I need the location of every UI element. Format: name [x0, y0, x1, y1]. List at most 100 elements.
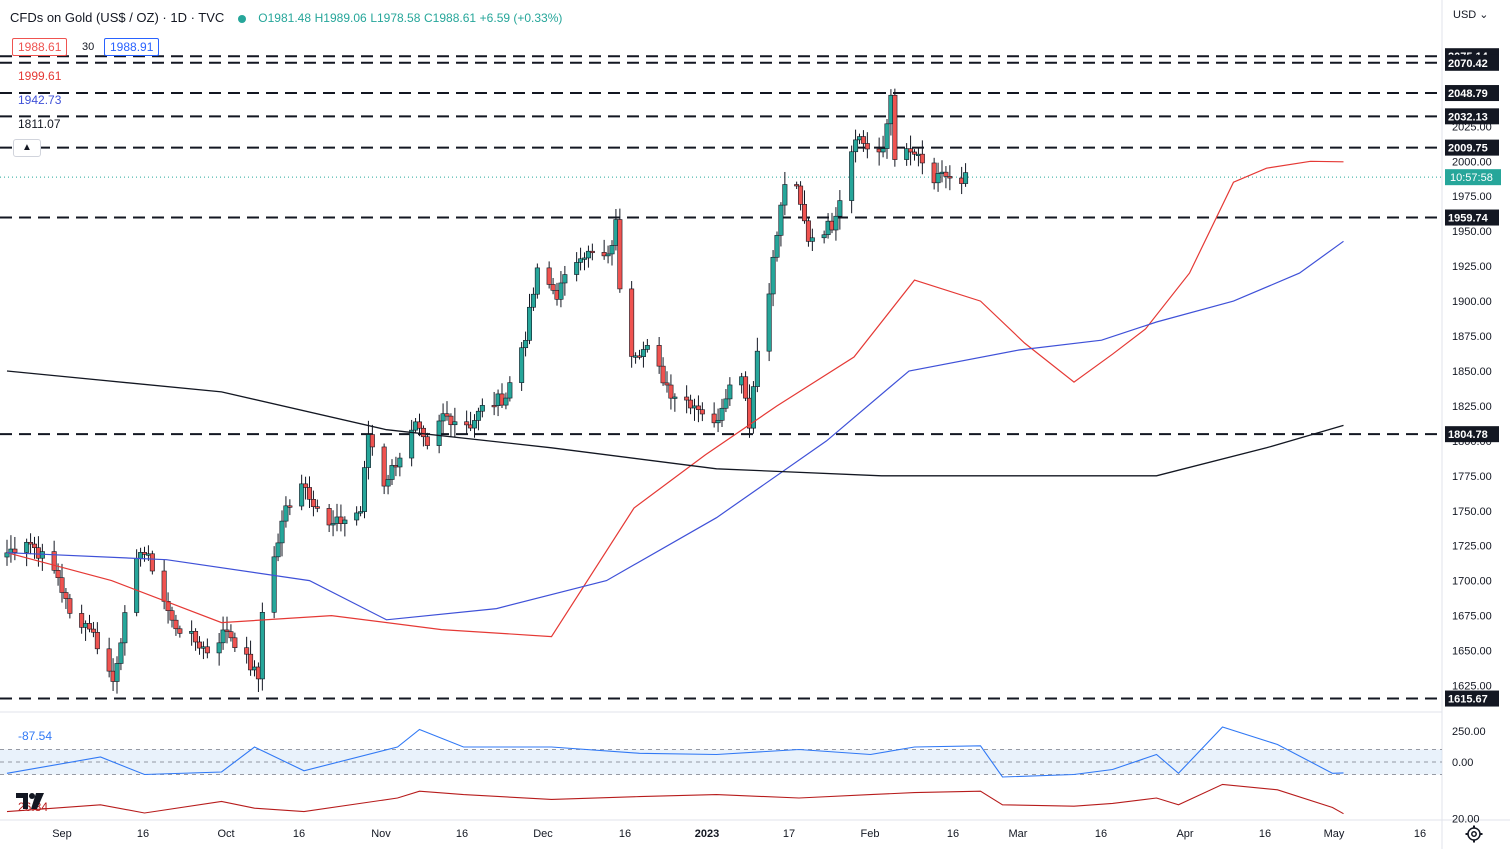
- level-label: 1804.78: [1448, 429, 1488, 441]
- level-label: 1959.74: [1448, 213, 1489, 225]
- candle-up: [963, 172, 969, 184]
- candle-up: [849, 151, 855, 201]
- market-open-icon: [238, 14, 247, 23]
- symbol-title[interactable]: CFDs on Gold (US$ / OZ) · 1D · TVC: [10, 10, 225, 25]
- candle-up: [837, 200, 843, 217]
- chevron-up-icon[interactable]: ▲: [13, 139, 41, 157]
- candle-up: [122, 612, 128, 644]
- x-tick-label: 16: [293, 828, 305, 840]
- candle-down: [248, 653, 254, 671]
- candle-down: [204, 646, 210, 654]
- candle-up: [770, 256, 776, 295]
- y-tick-label: 1625.00: [1452, 681, 1492, 693]
- candle-up: [271, 556, 277, 613]
- candle-down: [303, 483, 309, 488]
- candle-down: [801, 204, 807, 222]
- candle-up: [558, 282, 564, 300]
- candle-down: [794, 184, 800, 187]
- candle-down: [142, 552, 148, 555]
- y-tick-label: 1725.00: [1452, 541, 1492, 553]
- candle-up: [581, 257, 587, 260]
- candle-up: [644, 345, 650, 350]
- candle-up: [283, 505, 289, 522]
- y-tick-label: 1825.00: [1452, 401, 1492, 413]
- rsi-tick-label: 20.00: [1452, 813, 1480, 825]
- x-tick-label: Oct: [217, 828, 234, 840]
- buy-price-button[interactable]: 1988.91: [104, 38, 160, 56]
- spread-value: 30: [82, 41, 95, 53]
- candle-down: [193, 631, 199, 643]
- candle-up: [609, 245, 615, 255]
- candle-up: [774, 235, 780, 258]
- candle-down: [228, 631, 234, 639]
- candle-up: [719, 407, 725, 421]
- candle-up: [523, 340, 529, 349]
- candle-up: [578, 258, 584, 263]
- candle-up: [782, 184, 788, 206]
- y-tick-label: 1700.00: [1452, 576, 1492, 588]
- candle-down: [546, 267, 552, 285]
- x-tick-label: 2023: [695, 828, 719, 840]
- candle-up: [530, 293, 536, 308]
- candle-up: [365, 434, 371, 468]
- candle-down: [55, 570, 61, 579]
- chevron-down-icon: ⌄: [1479, 9, 1489, 21]
- chart-header: CFDs on Gold (US$ / OZ) · 1D · TVC O1981.…: [10, 10, 562, 25]
- y-tick-label: 1975.00: [1452, 191, 1492, 203]
- level-label: 2070.42: [1448, 58, 1488, 70]
- candle-down: [31, 543, 37, 549]
- candle-up: [361, 467, 367, 512]
- candle-down: [629, 288, 635, 357]
- candle-up: [220, 629, 226, 644]
- sell-price-button[interactable]: 1988.61: [12, 38, 68, 56]
- candle-down: [51, 551, 57, 571]
- candle-down: [860, 136, 866, 144]
- candle-down: [668, 384, 674, 399]
- y-tick-label: 1875.00: [1452, 331, 1492, 343]
- y-tick-label: 1675.00: [1452, 611, 1492, 623]
- candle-down: [177, 628, 183, 634]
- candle-up: [279, 520, 285, 544]
- candle-down: [79, 613, 85, 628]
- candle-down: [381, 446, 387, 487]
- level-label: 2048.79: [1448, 88, 1488, 100]
- level-label-bg: [1445, 108, 1499, 125]
- candle-up: [440, 413, 446, 422]
- x-tick-label: 17: [783, 828, 795, 840]
- candle-down: [12, 548, 18, 553]
- cci-tick-label: 250.00: [1452, 726, 1486, 738]
- candle-up: [385, 479, 391, 487]
- tradingview-logo: [16, 793, 44, 809]
- ohlc-change: +6.59 (+0.33%): [479, 11, 563, 25]
- candle-up: [479, 405, 485, 412]
- candle-up: [503, 397, 509, 406]
- x-tick-label: 16: [947, 828, 959, 840]
- level-label-bg: [1445, 426, 1499, 443]
- currency-menu[interactable]: USD ⌄: [1453, 8, 1489, 21]
- candle-up: [114, 663, 120, 682]
- candle-down: [664, 382, 670, 386]
- candle-down: [67, 598, 73, 614]
- candle-down: [310, 499, 316, 507]
- gear-icon[interactable]: [1465, 825, 1483, 843]
- candle-up: [750, 386, 756, 429]
- candle-down: [743, 376, 749, 399]
- candle-down: [59, 577, 65, 593]
- candle-down: [28, 541, 34, 545]
- x-tick-label: 16: [1414, 828, 1426, 840]
- candle-up: [562, 274, 568, 284]
- candle-down: [94, 632, 100, 650]
- y-tick-label: 1650.00: [1452, 646, 1492, 658]
- candle-up: [389, 465, 395, 480]
- cci-tick-label: 0.00: [1452, 757, 1473, 769]
- candle-up: [574, 262, 580, 275]
- candle-up: [471, 420, 477, 429]
- x-tick-label: Mar: [1009, 828, 1028, 840]
- y-tick-label: 1925.00: [1452, 261, 1492, 273]
- candle-up: [715, 419, 721, 424]
- x-tick-label: May: [1324, 828, 1345, 840]
- countdown-bg: [1445, 169, 1501, 186]
- candle-down: [90, 628, 96, 633]
- candle-down: [424, 436, 430, 446]
